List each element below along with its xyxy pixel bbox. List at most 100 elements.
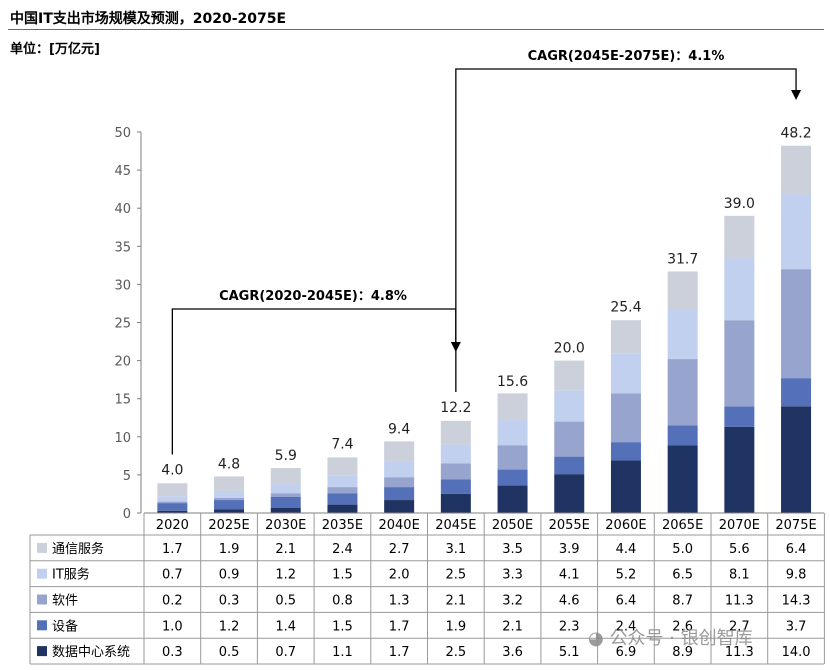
bar-segment — [724, 215, 755, 259]
bar-segment — [270, 484, 301, 494]
table-cell-value: 0.3 — [219, 594, 240, 609]
bar-segment — [781, 194, 812, 270]
bar-segment — [440, 479, 471, 494]
table-cell-value: 8.7 — [672, 594, 693, 609]
bar-segment — [270, 507, 301, 513]
bar-segment — [440, 493, 471, 513]
table-cell-value: 1.3 — [389, 594, 410, 609]
bar-segment — [610, 442, 641, 461]
bar-total-label: 20.0 — [554, 341, 585, 357]
y-tick-label: 10 — [114, 431, 131, 446]
table-cell-value: 0.5 — [275, 594, 296, 609]
bar-segment — [497, 445, 528, 470]
table-cell-value: 3.6 — [502, 645, 523, 660]
table-cell-value: 0.7 — [162, 568, 183, 583]
x-tick-label: 2070E — [719, 518, 760, 533]
bar-segment — [610, 460, 641, 513]
legend-swatch — [37, 620, 47, 631]
x-tick-label: 2065E — [662, 518, 703, 533]
table-cell-value: 0.8 — [332, 594, 353, 609]
table-cell-value: 1.4 — [275, 619, 296, 634]
table-cell-value: 6.4 — [786, 542, 807, 557]
legend-swatch — [37, 594, 47, 605]
table-cell-value: 0.9 — [219, 568, 240, 583]
bar-total-label: 31.7 — [667, 251, 698, 267]
table-cell-value: 3.3 — [502, 568, 523, 583]
bar-total-label: 4.0 — [161, 463, 183, 479]
bar-segment — [214, 509, 245, 513]
bar-segment — [157, 503, 188, 511]
arrow-head — [791, 90, 802, 100]
bar-segment — [781, 269, 812, 379]
bar-segment — [554, 360, 585, 391]
y-tick-label: 50 — [114, 126, 131, 141]
cagr-annotation: CAGR(2045E-2075E)：4.1% — [528, 49, 725, 64]
bar-segment — [781, 378, 812, 407]
table-cell-value: 11.3 — [725, 645, 754, 660]
bar-segment — [610, 353, 641, 394]
bar-segment — [270, 493, 301, 497]
bar-segment — [214, 500, 245, 510]
x-tick-label: 2050E — [492, 518, 533, 533]
x-tick-label: 2040E — [378, 518, 419, 533]
bar-segment — [497, 393, 528, 421]
bar-segment — [214, 497, 245, 501]
bar-segment — [667, 359, 698, 426]
table-cell-value: 1.9 — [446, 619, 467, 634]
bar-segment — [440, 463, 471, 480]
bar-segment — [610, 320, 641, 354]
bar-segment — [327, 475, 358, 488]
bar-total-label: 15.6 — [497, 374, 528, 390]
bar-segment — [724, 426, 755, 513]
table-cell-value: 14.3 — [782, 594, 811, 609]
table-cell-value: 6.9 — [616, 645, 637, 660]
bar-segment — [610, 393, 641, 443]
table-cell-value: 2.6 — [672, 619, 693, 634]
cagr-bracket — [171, 308, 457, 455]
watermark: ◕ 公众号 · 银创智库 — [588, 624, 753, 650]
chart-title: 中国IT支出市场规模及预测，2020-2075E — [10, 11, 287, 27]
table-cell-value: 5.1 — [559, 645, 580, 660]
bar-segment — [327, 487, 358, 494]
y-tick-label: 25 — [114, 317, 131, 332]
cagr-bracket — [455, 68, 797, 393]
table-cell-value: 2.7 — [389, 542, 410, 557]
bar-total-label: 39.0 — [724, 196, 755, 212]
table-cell-value: 2.1 — [502, 619, 523, 634]
wechat-icon: ◕ — [588, 628, 604, 649]
table-cell-value: 0.2 — [162, 594, 183, 609]
legend-swatch — [37, 542, 47, 553]
bar-segment — [554, 390, 585, 422]
legend-series-label: 软件 — [52, 594, 78, 609]
bar-segment — [327, 493, 358, 505]
x-tick-label: 2045E — [435, 518, 476, 533]
legend-series-label: 通信服务 — [52, 541, 104, 557]
table-cell-value: 0.5 — [219, 645, 240, 660]
bar-segment — [667, 425, 698, 446]
y-tick-label: 20 — [114, 355, 131, 370]
y-tick-label: 35 — [114, 240, 131, 255]
table-cell-value: 4.1 — [559, 568, 580, 583]
table-cell-value: 1.1 — [332, 645, 353, 660]
bar-segment — [724, 406, 755, 427]
bar-segment — [157, 501, 188, 504]
table-cell-value: 2.1 — [275, 542, 296, 557]
bar-segment — [157, 510, 188, 513]
bar-segment — [667, 271, 698, 310]
bar-segment — [157, 483, 188, 497]
bar-segment — [440, 444, 471, 464]
table-cell-value: 4.6 — [559, 594, 580, 609]
table-cell-value: 6.4 — [616, 594, 637, 609]
bar-segment — [724, 258, 755, 321]
y-tick-label: 15 — [114, 393, 131, 408]
bar-segment — [497, 485, 528, 513]
bar-segment — [554, 474, 585, 513]
bar-total-label: 7.4 — [331, 437, 353, 453]
bar-total-label: 9.4 — [388, 421, 410, 437]
table-cell-value: 6.5 — [672, 568, 693, 583]
x-tick-label: 2055E — [549, 518, 590, 533]
bar-segment — [157, 496, 188, 502]
table-cell-value: 1.5 — [332, 568, 353, 583]
legend-swatch — [37, 646, 47, 657]
y-tick-label: 5 — [123, 469, 131, 484]
